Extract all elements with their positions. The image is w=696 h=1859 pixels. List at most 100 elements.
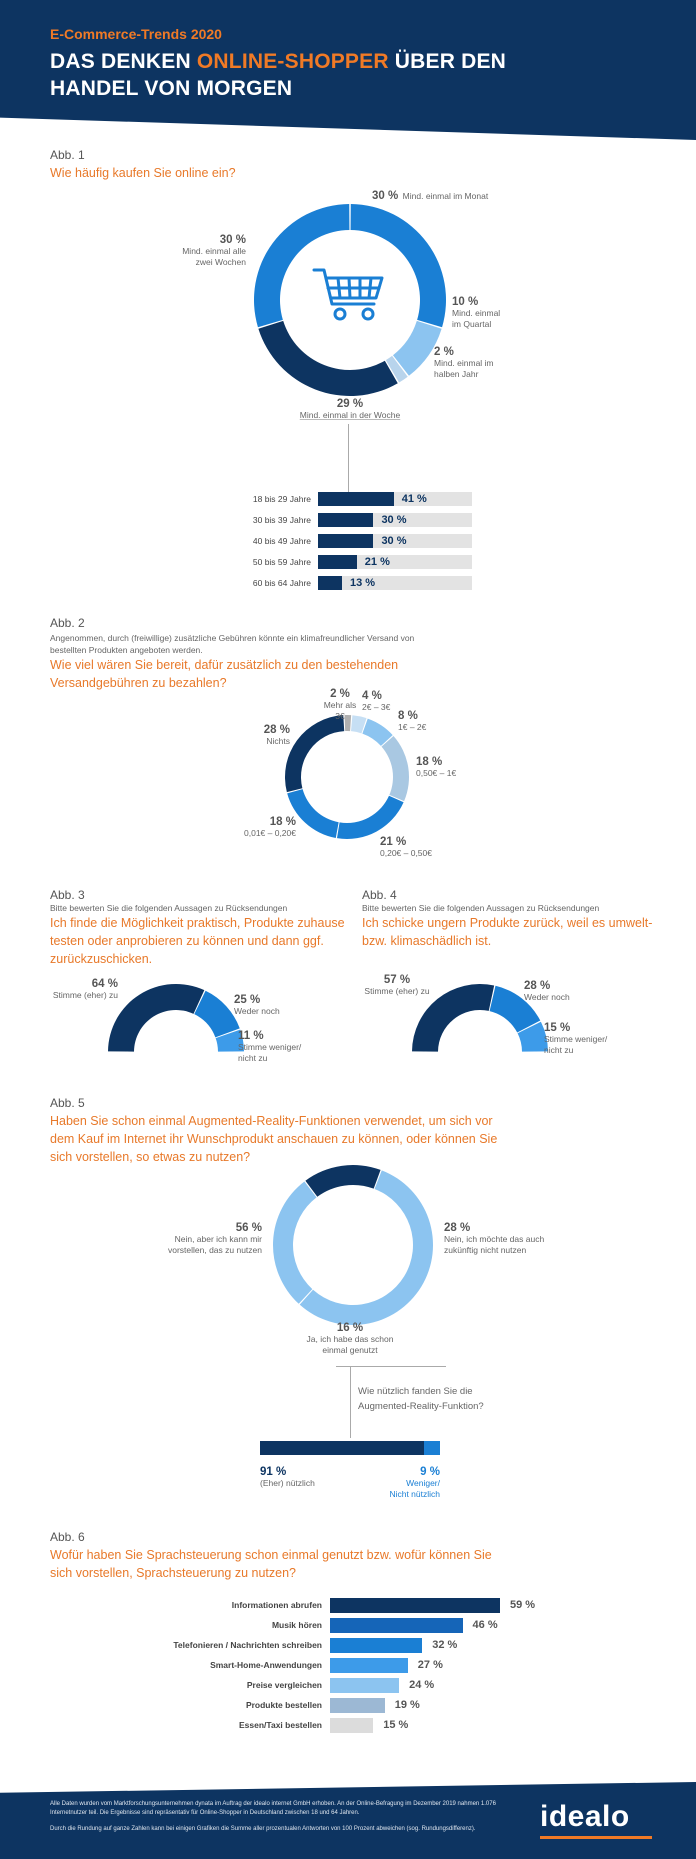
logo-underline — [540, 1836, 652, 1839]
voice-bar-value: 19 % — [394, 1699, 420, 1711]
label-s2-g-text: Nichts — [266, 736, 290, 746]
label-s4-c-text2: nicht zu — [544, 1045, 574, 1055]
abb-2-intro1: Angenommen, durch (freiwillige) zusätzli… — [50, 633, 415, 643]
label-s3-b: 25 % Weder noch — [234, 994, 280, 1017]
voice-row-label: Preise vergleichen — [246, 1680, 322, 1690]
label-s5-b: 28 % Nein, ich möchte das auch zukünftig… — [444, 1222, 544, 1256]
voice-bar-value: 59 % — [510, 1599, 536, 1611]
label-s2-d-pct: 18 % — [416, 756, 443, 768]
semi-donut-returns-practical — [108, 984, 244, 1052]
label-s2-g: 28 % Nichts — [250, 724, 290, 747]
label-monthly: 30 % Mind. einmal im Monat — [372, 186, 488, 204]
label-useful: 91 % (Eher) nützlich — [260, 1466, 315, 1489]
label-s5-c-text1: Ja, ich habe das schon — [306, 1334, 394, 1344]
age-row-label: 50 bis 59 Jahre — [252, 557, 311, 567]
donut-chart-ar — [273, 1165, 433, 1325]
abb-4-intro: Bitte bewerten Sie die folgenden Aussage… — [362, 903, 600, 913]
voice-row-label: Produkte bestellen — [245, 1700, 322, 1710]
age-bar-value: 41 % — [401, 493, 427, 505]
label-s2-c-text: 1€ – 2€ — [398, 722, 427, 732]
header-banner — [0, 0, 696, 140]
semi-donut-returns-climate — [412, 984, 548, 1052]
label-s2-b: 4 % 2€ – 3€ — [362, 690, 390, 713]
label-s2-f-pct: 18 % — [269, 816, 296, 828]
abb-3-intro: Bitte bewerten Sie die folgenden Aussage… — [50, 903, 288, 913]
label-twoweeks-text1: Mind. einmal alle — [182, 246, 246, 256]
label-useful-pct: 91 % — [260, 1466, 287, 1478]
label-notuseful-text1: Weniger/ — [406, 1478, 440, 1488]
label-notuseful-text2: Nicht nützlich — [389, 1489, 440, 1499]
frequency-slice-2 — [392, 320, 442, 376]
abb-1-label: Abb. 1 — [50, 148, 85, 162]
shopping-cart-icon — [312, 268, 384, 321]
abb-2-intro2: bestellten Produkten angeboten werden. — [50, 645, 203, 655]
age-bar-fill — [318, 576, 343, 590]
label-quarter: 10 % Mind. einmal im Quartal — [452, 296, 500, 330]
connector-horizontal — [336, 1366, 446, 1367]
label-monthly-pct: 30 % — [372, 190, 399, 202]
label-s3-b-pct: 25 % — [234, 994, 261, 1006]
label-quarter-pct: 10 % — [452, 296, 479, 308]
label-s4-c-text1: Stimme weniger/ — [544, 1034, 608, 1044]
ar-slice-2 — [273, 1181, 317, 1304]
ar-slice-3 — [305, 1165, 381, 1197]
age-row-label: 60 bis 64 Jahre — [252, 578, 311, 588]
age-bar-value: 13 % — [350, 577, 376, 589]
voice-bar-value: 32 % — [432, 1639, 458, 1651]
page-title-line2: HANDEL VON MORGEN — [50, 77, 293, 100]
label-s3-c: 11 % Stimme weniger/ nicht zu — [238, 1030, 301, 1064]
label-halfyear-pct: 2 % — [434, 346, 454, 358]
label-s5-b-pct: 28 % — [444, 1222, 471, 1234]
voice-bar — [330, 1598, 500, 1613]
label-s4-a: 57 % Stimme (eher) zu — [362, 974, 432, 997]
abb-5-q1: Haben Sie schon einmal Augmented-Reality… — [50, 1114, 493, 1128]
age-bar-fill — [318, 492, 394, 506]
label-s4-c: 15 % Stimme weniger/ nicht zu — [544, 1022, 607, 1056]
abb-2-label: Abb. 2 — [50, 616, 85, 630]
kicker: E-Commerce-Trends 2020 — [50, 26, 222, 42]
voice-row-label: Telefonieren / Nachrichten schreiben — [173, 1640, 322, 1650]
label-s4-c-pct: 15 % — [544, 1022, 571, 1034]
abb-5-q2: dem Kauf im Internet ihr Wunschprodukt a… — [50, 1132, 498, 1146]
label-s4-a-text: Stimme (eher) zu — [364, 986, 430, 996]
footer-banner — [0, 1782, 696, 1859]
returns-practical-slice-3 — [215, 1029, 244, 1052]
label-twoweeks-pct: 30 % — [219, 234, 246, 246]
voice-row-label: Musik hören — [271, 1620, 322, 1630]
label-weekly-text: Mind. einmal in der Woche — [299, 410, 401, 420]
label-halfyear-text2: halben Jahr — [434, 369, 479, 379]
abb-1-question: Wie häufig kaufen Sie online ein? — [50, 166, 236, 180]
frequency-slice-5 — [254, 204, 350, 328]
label-twoweeks: 30 % Mind. einmal alle zwei Wochen — [160, 234, 246, 268]
age-row-label: 18 bis 29 Jahre — [252, 494, 311, 504]
label-s2-b-pct: 4 % — [362, 690, 382, 702]
abb-3-q1: Ich finde die Möglichkeit praktisch, Pro… — [50, 916, 345, 930]
donut-chart-shipping — [285, 715, 409, 839]
age-bar-value: 30 % — [381, 535, 407, 547]
abb-2-question1: Wie viel wären Sie bereit, dafür zusätzl… — [50, 658, 399, 672]
age-bar-fill — [318, 534, 374, 548]
voice-row-label: Informationen abrufen — [231, 1600, 322, 1610]
age-row-label: 40 bis 49 Jahre — [252, 536, 311, 546]
title-part2: ÜBER DEN — [388, 50, 507, 73]
label-s5-b-text2: zukünftig nicht nutzen — [444, 1245, 527, 1255]
label-notuseful: 9 % Weniger/ Nicht nützlich — [380, 1466, 440, 1500]
label-s5-c: 16 % Ja, ich habe das schon einmal genut… — [290, 1322, 410, 1356]
abb-2-question2: Versandgebühren zu bezahlen? — [50, 676, 227, 690]
ar-slice-1 — [299, 1170, 433, 1325]
ar-bar-segment-2 — [423, 1441, 440, 1455]
label-halfyear-text1: Mind. einmal im — [434, 358, 494, 368]
label-s2-d-text: 0,50€ – 1€ — [416, 768, 457, 778]
label-s2-a: 2 % Mehr als 3€ — [318, 688, 362, 722]
ar-subquestion: Wie nützlich fanden Sie die Augmented-Re… — [358, 1384, 484, 1414]
age-bar-fill — [318, 513, 374, 527]
label-s2-f-text: 0,01€ – 0,20€ — [244, 828, 296, 838]
label-s3-b-text: Weder noch — [234, 1006, 280, 1016]
returns-practical-slice-2 — [194, 990, 240, 1038]
abb-3-q3: zurückzuschicken. — [50, 952, 153, 966]
label-s5-c-text2: einmal genutzt — [322, 1345, 378, 1355]
shipping-slice-7 — [285, 715, 345, 793]
ar-subquestion-line2: Augmented-Reality-Funktion? — [358, 1401, 484, 1412]
shipping-slice-1 — [344, 715, 352, 732]
age-bar-value: 30 % — [381, 514, 407, 526]
